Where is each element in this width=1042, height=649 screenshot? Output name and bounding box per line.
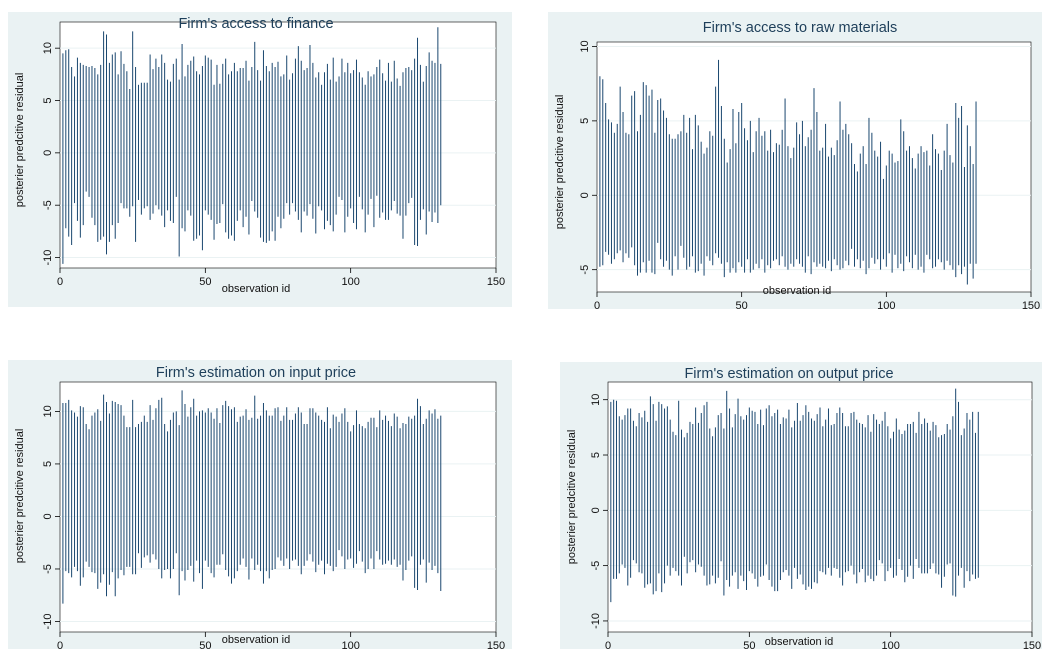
x-tick-label: 0 bbox=[57, 276, 63, 288]
chart-title: Firm's estimation on output price bbox=[684, 366, 893, 382]
y-tick-label: 10 bbox=[42, 42, 54, 54]
y-axis-label: posterier predcitive residual bbox=[566, 430, 578, 565]
x-tick-label: 150 bbox=[1023, 640, 1041, 649]
y-tick-label: 10 bbox=[42, 405, 54, 417]
panel-raw-materials: 0 50 100 150 -5 0 5 10 Firm's access to raw mate… bbox=[548, 12, 1042, 312]
y-tick-label: -5 bbox=[590, 561, 602, 571]
y-axis-label: posterier predcitive residual bbox=[554, 95, 566, 230]
y-axis-label: posterier predcitive residual bbox=[14, 73, 26, 208]
y-tick-label: 0 bbox=[42, 150, 54, 156]
x-tick-label: 50 bbox=[743, 640, 755, 649]
chart-raw-materials: 0 50 100 150 -5 0 5 10 Firm's access to raw mate… bbox=[554, 20, 1040, 312]
y-tick-label: 5 bbox=[590, 452, 602, 458]
x-tick-label: 0 bbox=[57, 640, 63, 649]
x-axis-label: observation id bbox=[222, 283, 291, 295]
y-tick-label: -10 bbox=[590, 613, 602, 629]
y-tick-label: 5 bbox=[579, 118, 591, 124]
panel-finance: 0 50 100 150 -10 -5 0 5 10 Firm's access to finan… bbox=[8, 12, 512, 307]
chart-finance: 0 50 100 150 -10 -5 0 5 10 Firm's access to finan… bbox=[14, 16, 505, 295]
y-tick-label: 0 bbox=[42, 513, 54, 519]
x-tick-label: 150 bbox=[487, 276, 505, 288]
x-tick-label: 0 bbox=[594, 300, 600, 312]
panel-output-price: 0 50 100 150 -10 -5 0 5 10 Firm's estimation on o… bbox=[560, 362, 1042, 649]
x-tick-label: 150 bbox=[487, 640, 505, 649]
x-tick-label: 50 bbox=[736, 300, 748, 312]
x-tick-label: 50 bbox=[199, 276, 211, 288]
y-tick-label: 0 bbox=[590, 507, 602, 513]
x-axis-label: observation id bbox=[222, 634, 291, 646]
x-tick-label: 150 bbox=[1022, 300, 1040, 312]
y-tick-label: 10 bbox=[579, 40, 591, 52]
y-axis-label: posterier predcitive residual bbox=[14, 429, 26, 564]
x-tick-label: 100 bbox=[341, 640, 359, 649]
chart-title: Firm's access to raw materials bbox=[703, 20, 898, 36]
y-tick-label: -10 bbox=[42, 250, 54, 266]
chart-title: Firm's access to finance bbox=[178, 16, 333, 32]
x-axis-label: observation id bbox=[765, 636, 834, 648]
chart-input-price: 0 50 100 150 -10 -5 0 5 10 Firm's estimation on i… bbox=[14, 365, 505, 649]
y-tick-label: 5 bbox=[42, 97, 54, 103]
x-tick-label: 100 bbox=[877, 300, 895, 312]
y-tick-label: 10 bbox=[590, 394, 602, 406]
y-tick-label: -5 bbox=[579, 265, 591, 275]
y-tick-label: 5 bbox=[42, 461, 54, 467]
x-tick-label: 50 bbox=[199, 640, 211, 649]
x-axis-label: observation id bbox=[763, 285, 832, 297]
x-tick-label: 0 bbox=[605, 640, 611, 649]
x-tick-label: 100 bbox=[881, 640, 899, 649]
y-tick-label: -10 bbox=[42, 614, 54, 630]
y-tick-label: 0 bbox=[579, 192, 591, 198]
chart-output-price: 0 50 100 150 -10 -5 0 5 10 Firm's estimation on o… bbox=[566, 366, 1041, 649]
chart-title: Firm's estimation on input price bbox=[156, 365, 356, 381]
panel-input-price: 0 50 100 150 -10 -5 0 5 10 Firm's estimation on i… bbox=[8, 360, 512, 649]
y-tick-label: -5 bbox=[42, 200, 54, 210]
x-tick-label: 100 bbox=[341, 276, 359, 288]
y-tick-label: -5 bbox=[42, 564, 54, 574]
